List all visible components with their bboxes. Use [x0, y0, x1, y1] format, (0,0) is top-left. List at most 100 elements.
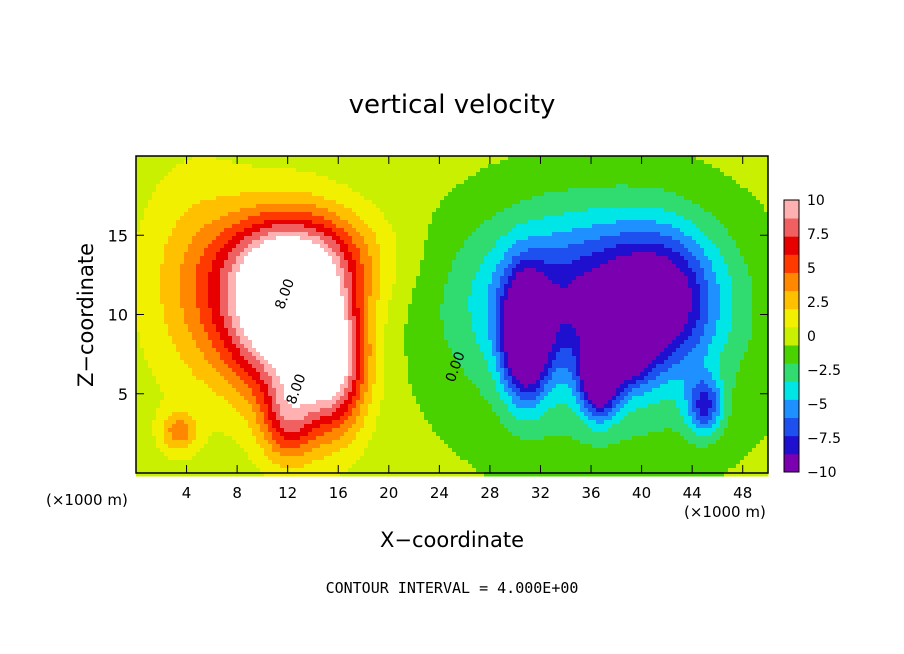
heatmap-cell: [436, 252, 441, 257]
heatmap-cell: [240, 272, 245, 277]
heatmap-cell: [304, 240, 309, 245]
heatmap-cell: [304, 164, 309, 169]
heatmap-cell: [716, 200, 721, 205]
heatmap-cell: [632, 196, 637, 201]
heatmap-cell: [408, 216, 413, 221]
heatmap-cell: [168, 192, 173, 197]
heatmap-cell: [408, 264, 413, 269]
heatmap-cell: [608, 220, 613, 225]
heatmap-cell: [564, 236, 569, 241]
heatmap-cell: [444, 208, 449, 213]
heatmap-cell: [468, 256, 473, 261]
heatmap-cell: [184, 276, 189, 281]
heatmap-cell: [284, 172, 289, 177]
heatmap-cell: [728, 264, 733, 269]
heatmap-cell: [368, 240, 373, 245]
heatmap-cell: [520, 228, 525, 233]
heatmap-cell: [292, 240, 297, 245]
heatmap-cell: [504, 236, 509, 241]
heatmap-cell: [340, 280, 345, 285]
heatmap-cell: [648, 272, 653, 277]
heatmap-cell: [252, 212, 257, 217]
heatmap-cell: [664, 268, 669, 273]
heatmap-cell: [548, 244, 553, 249]
heatmap-cell: [576, 264, 581, 269]
heatmap-cell: [600, 252, 605, 257]
heatmap-cell: [416, 156, 421, 161]
heatmap-cell: [484, 168, 489, 173]
heatmap-cell: [340, 268, 345, 273]
heatmap-cell: [228, 212, 233, 217]
heatmap-cell: [456, 240, 461, 245]
heatmap-cell: [540, 160, 545, 165]
heatmap-cell: [664, 180, 669, 185]
heatmap-cell: [708, 156, 713, 161]
heatmap-cell: [328, 264, 333, 269]
heatmap-cell: [220, 268, 225, 273]
heatmap-cell: [444, 260, 449, 265]
heatmap-cell: [600, 188, 605, 193]
heatmap-cell: [364, 216, 369, 221]
heatmap-cell: [488, 212, 493, 217]
heatmap-cell: [528, 212, 533, 217]
heatmap-cell: [176, 168, 181, 173]
heatmap-cell: [568, 156, 573, 161]
heatmap-cell: [308, 264, 313, 269]
heatmap-cell: [664, 240, 669, 245]
heatmap-cell: [520, 164, 525, 169]
heatmap-cell: [540, 192, 545, 197]
heatmap-cell: [456, 172, 461, 177]
heatmap-cell: [632, 180, 637, 185]
heatmap-cell: [676, 276, 681, 281]
heatmap-cell: [660, 260, 665, 265]
heatmap-cell: [404, 224, 409, 229]
heatmap-cell: [256, 196, 261, 201]
heatmap-cell: [468, 220, 473, 225]
heatmap-cell: [464, 232, 469, 237]
heatmap-cell: [288, 216, 293, 221]
heatmap-cell: [624, 156, 629, 161]
heatmap-cell: [640, 192, 645, 197]
heatmap-cell: [604, 260, 609, 265]
heatmap-cell: [380, 256, 385, 261]
heatmap-cell: [428, 168, 433, 173]
heatmap-cell: [412, 168, 417, 173]
heatmap-cell: [684, 224, 689, 229]
heatmap-cell: [328, 244, 333, 249]
heatmap-cell: [628, 188, 633, 193]
heatmap-cell: [284, 192, 289, 197]
heatmap-cell: [740, 196, 745, 201]
heatmap-cell: [556, 260, 561, 265]
heatmap-cell: [288, 236, 293, 241]
heatmap-cell: [748, 212, 753, 217]
heatmap-cell: [744, 236, 749, 241]
heatmap-cell: [532, 204, 537, 209]
heatmap-cell: [172, 280, 177, 285]
heatmap-cell: [436, 232, 441, 237]
heatmap-cell: [328, 276, 333, 281]
heatmap-cell: [256, 184, 261, 189]
heatmap-cell: [380, 172, 385, 177]
heatmap-cell: [304, 220, 309, 225]
heatmap-cell: [468, 248, 473, 253]
heatmap-cell: [336, 212, 341, 217]
heatmap-cell: [508, 228, 513, 233]
heatmap-cell: [668, 268, 673, 273]
heatmap-cell: [156, 156, 161, 161]
heatmap-cell: [444, 164, 449, 169]
heatmap-cell: [552, 180, 557, 185]
heatmap-cell: [508, 196, 513, 201]
heatmap-cell: [256, 212, 261, 217]
heatmap-cell: [712, 216, 717, 221]
heatmap-cell: [672, 236, 677, 241]
heatmap-cell: [472, 196, 477, 201]
heatmap-cell: [172, 244, 177, 249]
heatmap-cell: [164, 244, 169, 249]
heatmap-cell: [188, 248, 193, 253]
heatmap-cell: [704, 184, 709, 189]
heatmap-cell: [508, 272, 513, 277]
heatmap-cell: [212, 172, 217, 177]
heatmap-cell: [588, 192, 593, 197]
heatmap-cell: [512, 188, 517, 193]
heatmap-cell: [340, 212, 345, 217]
